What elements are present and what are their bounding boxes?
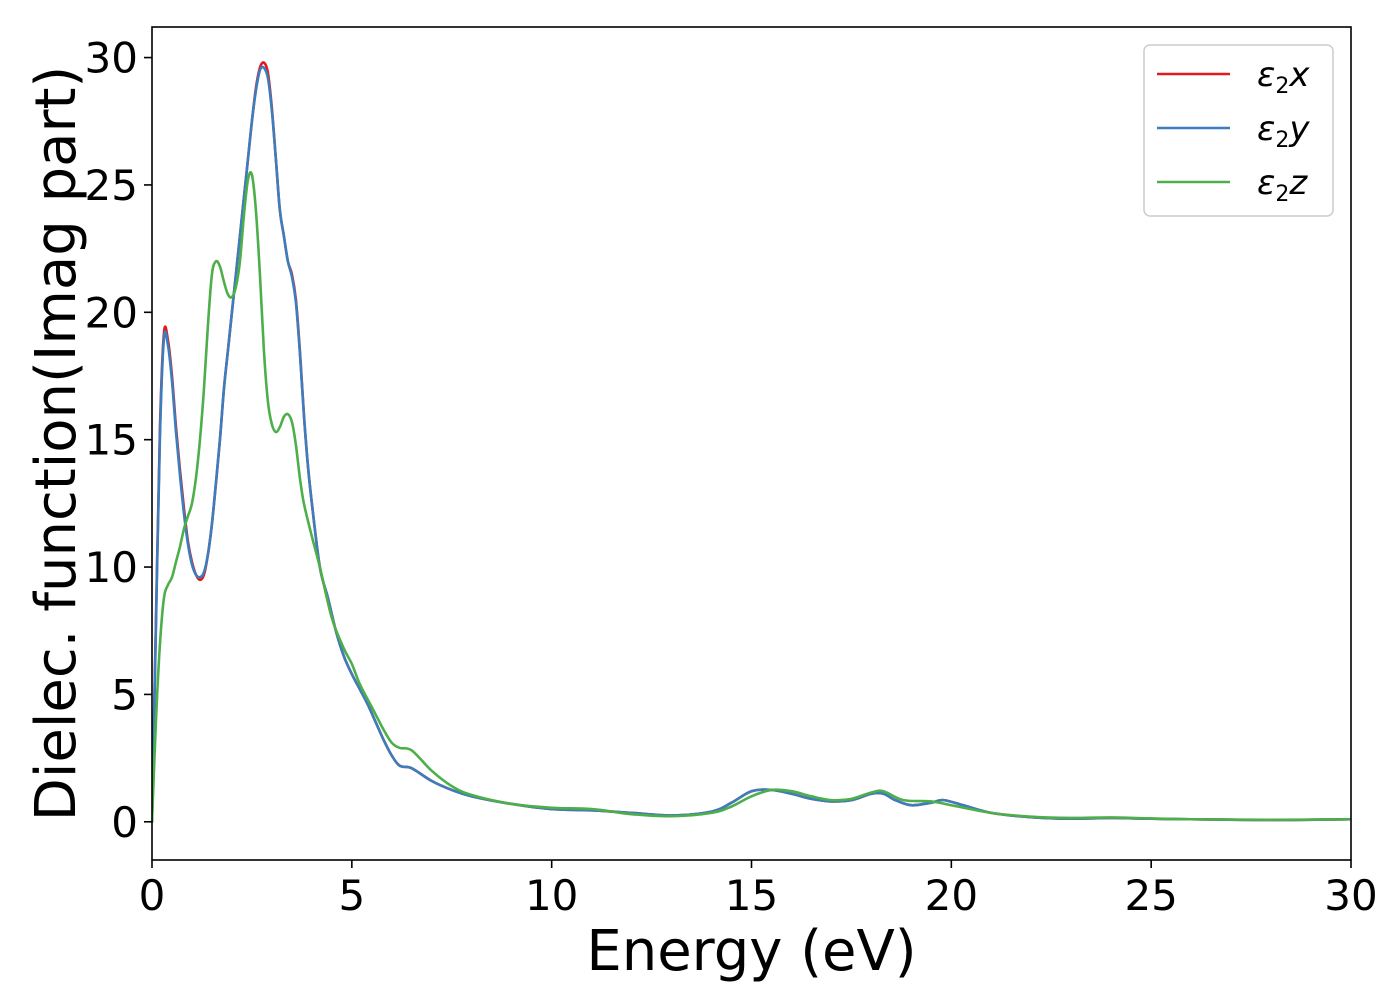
legend-symbol: ε <box>1257 163 1275 203</box>
y-tick-label: 15 <box>85 416 138 465</box>
y-tick-label: 0 <box>111 798 138 847</box>
legend-subscript: 2 <box>1275 128 1289 153</box>
x-tick-label: 10 <box>525 871 578 920</box>
x-axis-ticks: 0 5 10 15 20 25 30 <box>139 860 1378 920</box>
y-tick-label: 30 <box>85 34 138 83</box>
x-tick-label: 25 <box>1124 871 1177 920</box>
legend-subscript: 2 <box>1275 182 1289 207</box>
x-axis-label: Energy (eV) <box>586 919 916 984</box>
legend-subscript: 2 <box>1275 74 1289 99</box>
legend-label-x: ε2x <box>1257 55 1310 99</box>
y-tick-label: 10 <box>85 543 138 592</box>
legend-symbol: ε <box>1257 55 1275 95</box>
legend-symbol: ε <box>1257 109 1275 149</box>
y-tick-label: 25 <box>85 161 138 210</box>
series-layer <box>152 61 1351 824</box>
series-line-z <box>152 171 1351 824</box>
x-tick-label: 5 <box>338 871 365 920</box>
y-tick-label: 20 <box>85 288 138 337</box>
legend-variable: z <box>1288 163 1308 203</box>
legend-box <box>1143 44 1334 217</box>
legend-label-y: ε2y <box>1257 109 1310 153</box>
legend-label-z: ε2z <box>1257 163 1308 207</box>
legend-variable: x <box>1288 55 1310 95</box>
x-tick-label: 0 <box>139 871 166 920</box>
x-tick-label: 15 <box>725 871 778 920</box>
y-axis-label: Dielec. function(Imag part) <box>24 66 89 822</box>
x-tick-label: 30 <box>1324 871 1377 920</box>
legend-variable: y <box>1288 109 1310 149</box>
y-tick-label: 5 <box>111 670 138 719</box>
y-axis-ticks: 0 5 10 15 20 25 30 <box>85 34 152 847</box>
x-tick-label: 20 <box>925 871 978 920</box>
